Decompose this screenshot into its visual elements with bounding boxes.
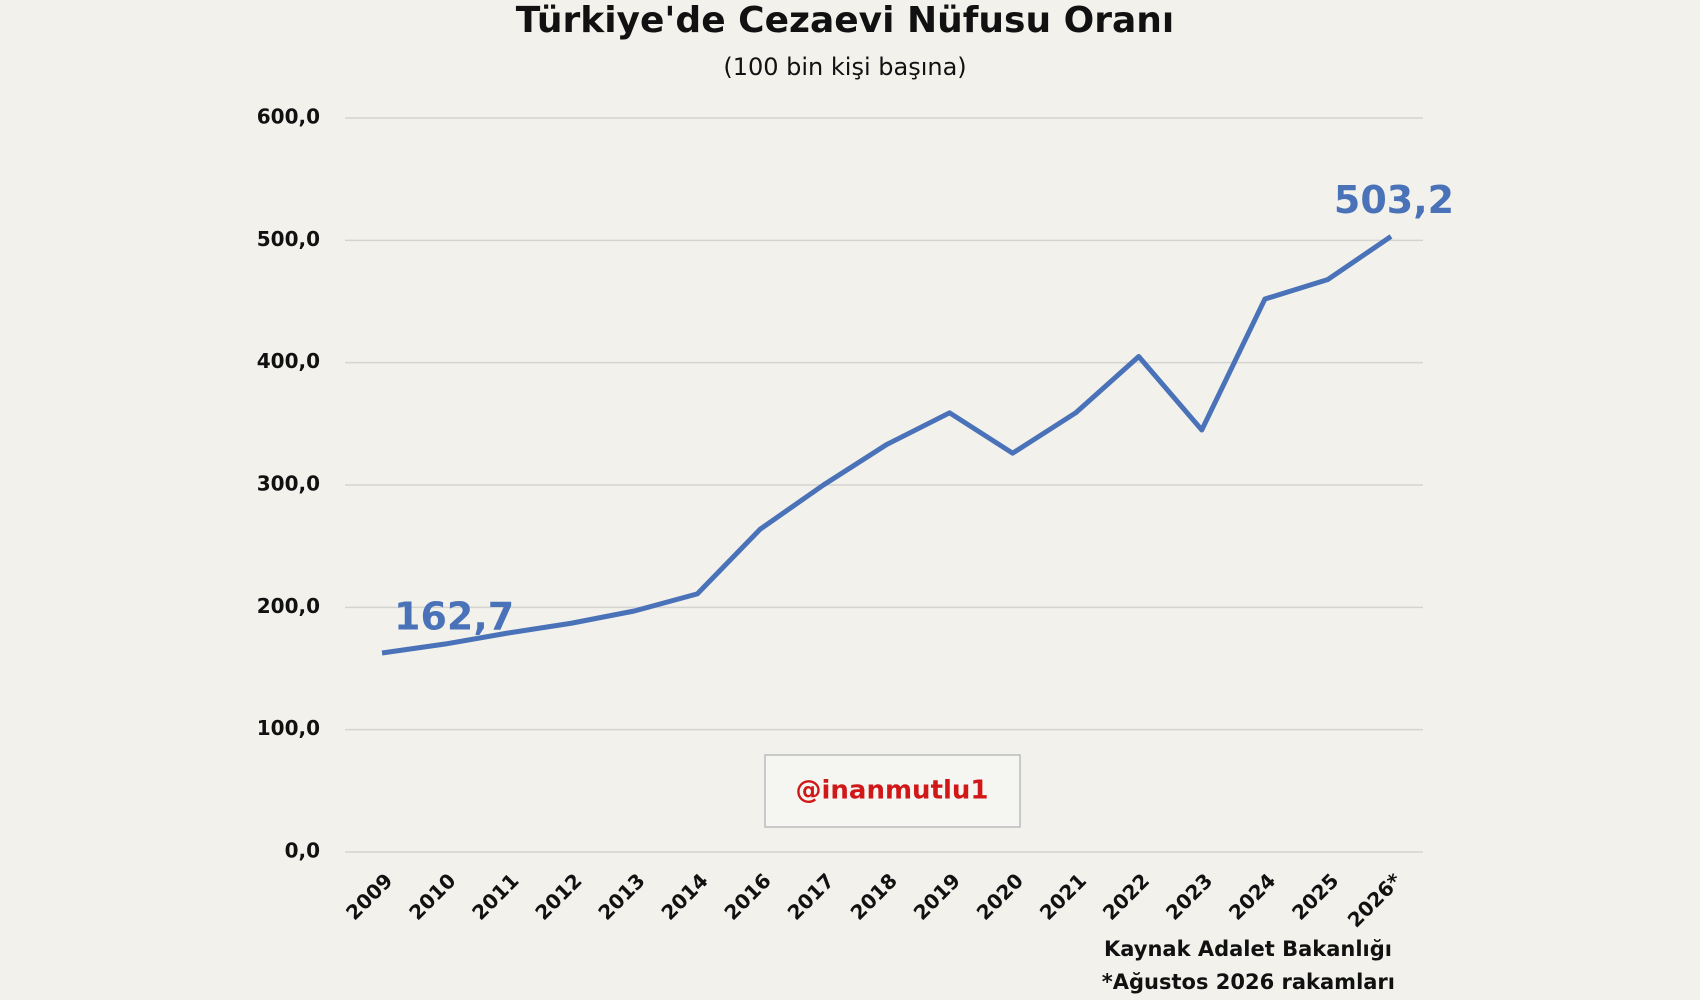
source: Kaynak Adalet Bakanlığı: [1104, 937, 1392, 961]
value-label: 503,2: [1334, 178, 1454, 222]
y-tick-label: 300,0: [257, 472, 320, 496]
y-tick-label: 600,0: [257, 105, 320, 129]
y-tick-label: 400,0: [257, 349, 320, 373]
source-note: *Ağustos 2026 rakamları: [1102, 970, 1395, 994]
y-tick-label: 0,0: [285, 839, 320, 863]
value-label: 162,7: [394, 594, 514, 638]
annotation: @inanmutlu1: [795, 776, 988, 806]
y-tick-label: 500,0: [257, 227, 320, 251]
chart-subtitle: (100 bin kişi başına): [723, 53, 966, 81]
y-tick-label: 200,0: [257, 594, 320, 618]
chart-title: Türkiye'de Cezaevi Nüfusu Oranı: [516, 0, 1175, 41]
annotation-box: [764, 754, 1021, 828]
y-tick-label: 100,0: [257, 716, 320, 740]
data-line: [381, 234, 1393, 656]
